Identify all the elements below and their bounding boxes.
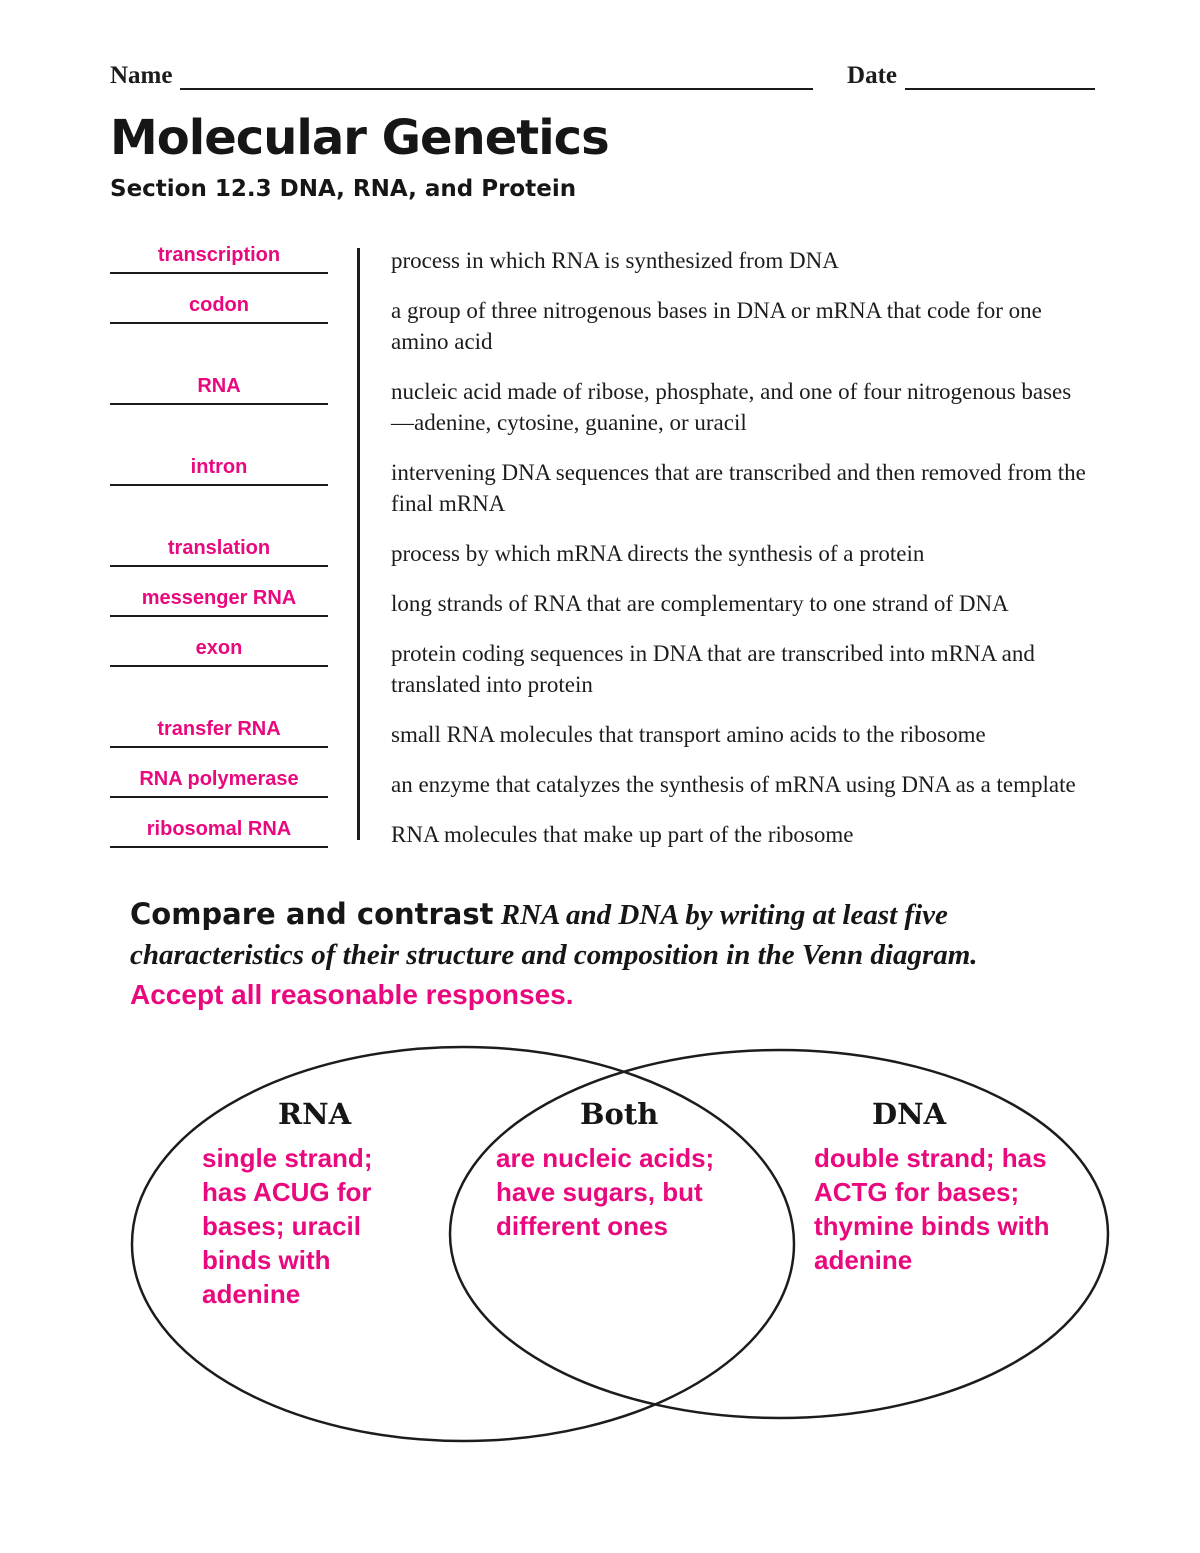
definition-text: intervening DNA sequences that are trans…	[391, 460, 1086, 516]
definition-text: process by which mRNA directs the synthe…	[391, 541, 925, 566]
venn-dna-answer: double strand; has ACTG for bases; thymi…	[814, 1143, 1050, 1275]
definition-text: small RNA molecules that transport amino…	[391, 722, 986, 747]
answer-text: ribosomal RNA	[146, 818, 292, 840]
venn-diagram: RNA single strand; has ACUG for bases; u…	[128, 1041, 1118, 1453]
answer-blank: transfer RNA	[110, 718, 328, 748]
answer-blank: transcription	[110, 244, 328, 274]
venn-ellipses	[130, 1045, 1110, 1443]
answer-blank: exon	[110, 637, 328, 667]
match-row: messenger RNA long strands of RNA that a…	[110, 587, 1095, 619]
definition-text: an enzyme that catalyzes the synthesis o…	[391, 772, 1076, 797]
answer-text: intron	[190, 456, 248, 478]
venn-right-ellipse	[448, 1048, 1110, 1420]
answer-blank: RNA polymerase	[110, 768, 328, 798]
date-blank-line	[905, 60, 1095, 90]
definition-text: nucleic acid made of ribose, phosphate, …	[391, 379, 1072, 435]
name-label: Name	[110, 62, 173, 89]
definition-text: a group of three nitrogenous bases in DN…	[391, 298, 1042, 354]
answer-text: RNA	[197, 375, 241, 397]
match-row: exon protein coding sequences in DNA tha…	[110, 637, 1095, 700]
answer-text: exon	[195, 637, 243, 659]
name-date-row: Name Date	[110, 60, 1095, 90]
answer-text: codon	[189, 294, 249, 316]
venn-dna-title: DNA	[872, 1097, 947, 1131]
answer-text: messenger RNA	[141, 587, 297, 609]
answer-text: translation	[167, 537, 271, 559]
instruction-answer-note: Accept all reasonable responses.	[130, 979, 574, 1010]
match-row: translation process by which mRNA direct…	[110, 537, 1095, 569]
instruction-lead: Compare and contrast	[130, 897, 494, 931]
answer-text: transfer RNA	[157, 718, 281, 740]
section-subtitle: Section 12.3 DNA, RNA, and Protein	[110, 176, 577, 202]
match-row: ribosomal RNA RNA molecules that make up…	[110, 818, 1095, 850]
answer-text: transcription	[157, 244, 281, 266]
venn-rna-title: RNA	[278, 1097, 352, 1131]
match-row: transcription process in which RNA is sy…	[110, 244, 1095, 276]
match-row: codon a group of three nitrogenous bases…	[110, 294, 1095, 357]
venn-both-title: Both	[580, 1097, 659, 1131]
page-title: Molecular Genetics	[110, 110, 610, 166]
definition-text: protein coding sequences in DNA that are…	[391, 641, 1035, 697]
answer-blank: intron	[110, 456, 328, 486]
answer-blank: translation	[110, 537, 328, 567]
date-label: Date	[847, 62, 897, 89]
name-blank-line	[180, 60, 814, 90]
venn-left-ellipse	[130, 1045, 796, 1443]
worksheet-page: Name Date Molecular Genetics Section 12.…	[110, 60, 1118, 1453]
match-row: transfer RNA small RNA molecules that tr…	[110, 718, 1095, 750]
answer-blank: codon	[110, 294, 328, 324]
match-row: intron intervening DNA sequences that ar…	[110, 456, 1095, 519]
column-divider	[357, 248, 360, 840]
matching-section: transcription process in which RNA is sy…	[110, 244, 1095, 850]
definition-text: long strands of RNA that are complementa…	[391, 591, 1009, 616]
venn-rna-answer: single strand; has ACUG for bases; uraci…	[202, 1143, 373, 1309]
answer-blank: messenger RNA	[110, 587, 328, 617]
instruction-body: RNA and DNA by writing at least five cha…	[130, 899, 978, 971]
answer-blank: ribosomal RNA	[110, 818, 328, 848]
answer-text: RNA polymerase	[139, 768, 299, 790]
match-row: RNA nucleic acid made of ribose, phospha…	[110, 375, 1095, 438]
answer-blank: RNA	[110, 375, 328, 405]
definition-text: RNA molecules that make up part of the r…	[391, 822, 854, 847]
match-row: RNA polymerase an enzyme that catalyzes …	[110, 768, 1095, 800]
compare-contrast-instructions: Compare and contrast RNA and DNA by writ…	[130, 894, 1035, 1015]
definition-text: process in which RNA is synthesized from…	[391, 248, 839, 273]
venn-both-answer: are nucleic acids; have sugars, but diff…	[496, 1143, 715, 1241]
